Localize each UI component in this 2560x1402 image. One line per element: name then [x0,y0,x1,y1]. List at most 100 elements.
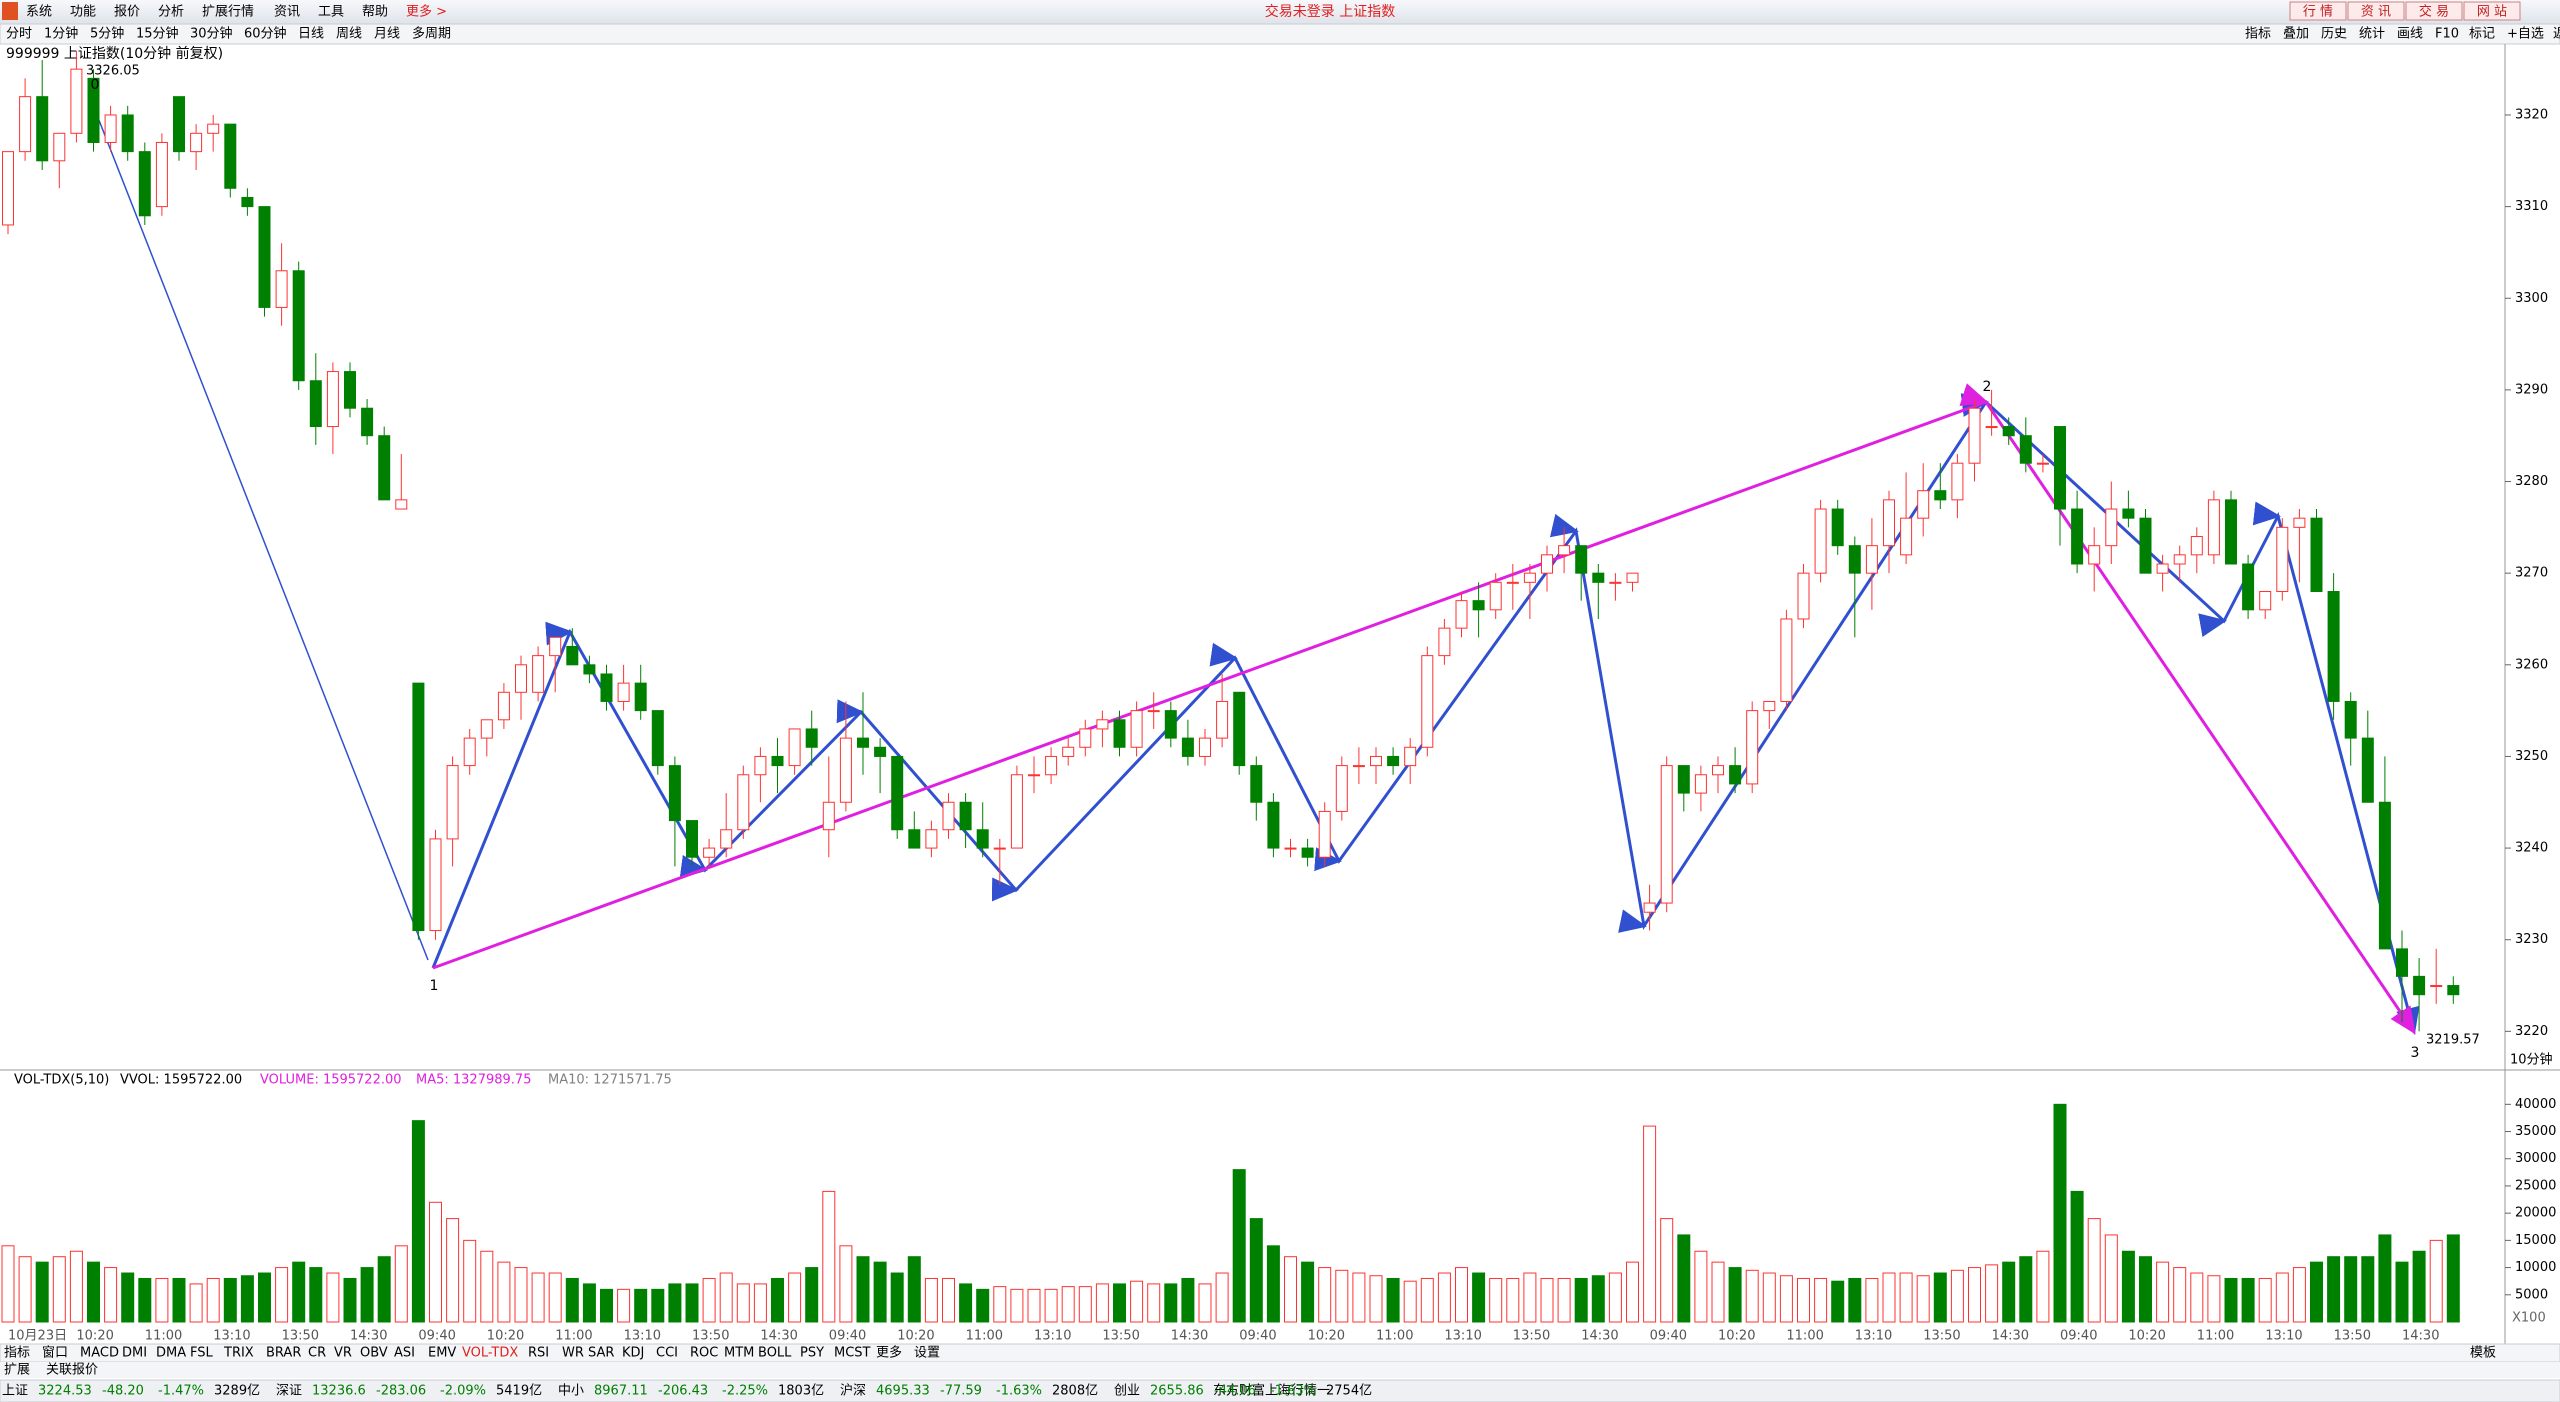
indicator-tab[interactable]: SAR [588,1346,614,1361]
indicator-tab[interactable]: RSI [528,1346,549,1361]
sub-tab[interactable]: 关联报价 [46,1363,98,1378]
period-tab[interactable]: 周线 [336,27,362,42]
top-button-label[interactable]: 行 情 [2303,5,2333,20]
period-tab[interactable]: 日线 [298,27,324,42]
menu-item[interactable]: 扩展行情 [202,5,254,20]
indicator-tab[interactable]: MACD [80,1346,119,1361]
candle-body [668,765,681,822]
period-tab[interactable]: 多周期 [412,26,451,42]
volume-bar [1472,1272,1486,1323]
tool-button[interactable]: F10 [2435,27,2459,42]
y-tick-label: 30000 [2515,1151,2556,1166]
candle-body [2002,426,2015,437]
indicator-tab[interactable]: MCST [834,1346,871,1361]
period-tab[interactable]: 60分钟 [244,26,287,42]
tool-button[interactable]: +自选 [2507,27,2544,42]
period-tab[interactable]: 月线 [374,27,400,42]
volume-bar [1933,1272,1947,1323]
menu-item[interactable]: 报价 [114,5,140,20]
index-price: 2655.86 [1150,1384,1204,1399]
volume-bar [753,1283,767,1323]
indicator-tab[interactable]: VOL-TDX [462,1346,518,1361]
candle-body [2156,563,2169,574]
index-price: 4695.33 [876,1384,930,1399]
indicator-tab[interactable]: TRIX [223,1346,254,1361]
indicator-tab[interactable]: OBV [360,1346,388,1361]
candle-body [2293,517,2306,528]
indicator-tab[interactable]: BOLL [758,1346,792,1361]
menu-item[interactable]: 帮助 [362,5,388,20]
period-tab[interactable]: 1分钟 [44,26,78,42]
candle-body [1438,627,1451,657]
volume-bar [1352,1272,1366,1323]
x-tick-label: 11:00 [1786,1329,1823,1344]
indicator-tab[interactable]: EMV [428,1346,456,1361]
indicator-tab[interactable]: MTM [724,1346,754,1361]
tool-button[interactable]: 指标 [2245,27,2271,42]
menu-item[interactable]: 更多 > [406,4,447,20]
y-tick-label: 3230 [2515,932,2548,947]
volume-bar [2139,1256,2152,1323]
sub-tab[interactable]: 扩展 [4,1363,30,1378]
indicator-tab[interactable]: KDJ [622,1346,644,1361]
indicator-tab[interactable]: 指标 [4,1346,30,1361]
indicator-tab[interactable]: 更多 [876,1345,902,1361]
period-tab[interactable]: 分时 [6,27,32,42]
indicator-tab[interactable]: ASI [394,1346,415,1361]
volume-bar [1779,1275,1793,1323]
period-tab[interactable]: 15分钟 [136,26,179,42]
top-button-label[interactable]: 交 易 [2419,4,2449,20]
volume-bar [942,1277,955,1323]
candle-body [1472,600,1485,611]
indicator-tab[interactable]: 窗口 [42,1345,68,1361]
indicator-tab[interactable]: VR [334,1346,352,1361]
candle-body [737,774,750,831]
tool-button[interactable]: 统计 [2359,27,2385,42]
indicator-tab[interactable]: BRAR [266,1346,301,1361]
top-button[interactable] [2289,1,2347,21]
menu-item[interactable]: 分析 [158,5,184,20]
volume-bar [1950,1269,1964,1323]
indicator-tab[interactable]: ROC [690,1346,718,1361]
volume-bar [634,1288,648,1323]
y-tick-label: 3300 [2515,291,2548,306]
menu-item[interactable]: 工具 [318,5,344,20]
volume-bar [668,1283,682,1323]
indicator-tab[interactable]: DMI [122,1346,147,1361]
volume-bar [2395,1261,2409,1323]
index-change: -77.59 [940,1384,982,1399]
indicator-tab[interactable]: 设置 [914,1346,940,1361]
index-price: 3224.53 [38,1384,92,1399]
candle-body [395,499,408,510]
indicator-tab[interactable]: DMA [156,1346,186,1361]
tool-button[interactable]: 返回 [2553,27,2560,42]
indicator-tab[interactable]: CR [308,1346,326,1361]
menu-item[interactable]: 功能 [70,5,96,20]
menu-item[interactable]: 资讯 [274,5,300,20]
indicator-tab[interactable]: FSL [190,1346,214,1361]
indicator-tab[interactable]: WR [562,1346,584,1361]
period-tab[interactable]: 5分钟 [90,26,124,42]
top-button[interactable] [2347,1,2405,21]
indicator-tab[interactable]: PSY [800,1346,824,1361]
top-button-label[interactable]: 网 站 [2477,5,2507,20]
volume-bar [873,1261,887,1323]
top-button[interactable] [2463,1,2521,21]
tool-button[interactable]: 历史 [2321,27,2347,42]
template-button[interactable]: 模板 [2470,1346,2496,1361]
tool-button[interactable]: 标记 [2469,27,2495,42]
tool-button[interactable]: 画线 [2397,27,2423,42]
candle-body [1267,801,1280,849]
top-button-label[interactable]: 资 讯 [2361,5,2391,20]
period-tab[interactable]: 30分钟 [190,26,233,42]
menu-item[interactable]: 系统 [26,5,52,20]
volume-bar [360,1267,374,1323]
candle-body [566,645,579,666]
candle-body [2105,508,2118,547]
top-button[interactable] [2405,1,2463,21]
indicator-tab[interactable]: CCI [656,1346,678,1361]
candle-body [480,719,493,739]
feed-name: 东方财富上海行情一 [1213,1383,1330,1399]
index-name: 创业 [1114,1384,1140,1399]
tool-button[interactable]: 叠加 [2283,27,2309,42]
